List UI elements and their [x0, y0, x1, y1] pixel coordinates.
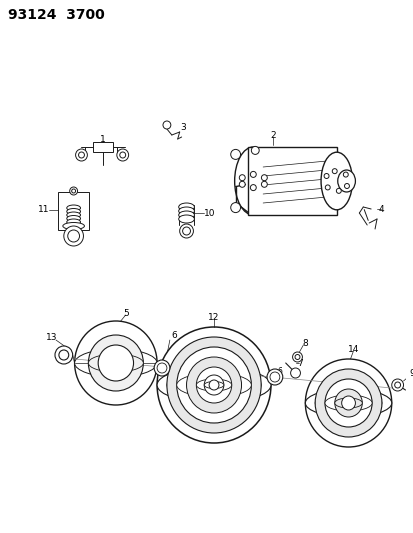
Circle shape [239, 175, 244, 181]
Text: 9: 9 [408, 368, 413, 377]
Text: 4: 4 [377, 205, 383, 214]
Text: 12: 12 [208, 312, 219, 321]
Circle shape [250, 184, 256, 191]
Circle shape [157, 363, 166, 373]
Circle shape [250, 172, 256, 177]
Ellipse shape [324, 395, 371, 411]
Circle shape [116, 149, 128, 161]
Ellipse shape [88, 354, 143, 372]
FancyBboxPatch shape [58, 192, 89, 230]
Circle shape [204, 375, 223, 395]
Text: 6: 6 [277, 367, 282, 376]
Text: 8: 8 [302, 338, 307, 348]
Circle shape [76, 149, 87, 161]
Ellipse shape [314, 392, 381, 414]
Ellipse shape [204, 382, 223, 389]
Ellipse shape [320, 152, 351, 210]
Ellipse shape [63, 222, 84, 230]
Ellipse shape [334, 398, 361, 408]
Circle shape [290, 368, 300, 378]
Ellipse shape [305, 389, 391, 417]
Text: 7: 7 [297, 359, 303, 367]
Text: 93124  3700: 93124 3700 [8, 8, 104, 22]
Circle shape [88, 335, 143, 391]
FancyBboxPatch shape [248, 147, 336, 215]
Circle shape [323, 174, 328, 179]
Circle shape [334, 389, 361, 417]
Circle shape [266, 369, 282, 385]
Text: 3: 3 [180, 123, 186, 132]
Ellipse shape [178, 207, 194, 215]
Circle shape [261, 181, 267, 187]
Ellipse shape [178, 211, 194, 219]
Circle shape [344, 183, 349, 189]
Ellipse shape [66, 212, 80, 218]
Circle shape [342, 172, 347, 177]
Circle shape [332, 168, 336, 174]
Circle shape [292, 352, 301, 362]
Circle shape [154, 360, 169, 376]
Ellipse shape [196, 379, 231, 391]
Circle shape [64, 226, 83, 246]
Circle shape [261, 175, 267, 181]
Circle shape [335, 188, 340, 193]
Circle shape [186, 357, 241, 413]
Ellipse shape [66, 219, 80, 225]
Circle shape [59, 350, 69, 360]
Text: 11: 11 [38, 206, 49, 214]
Circle shape [230, 149, 240, 159]
Text: 2: 2 [269, 131, 275, 140]
Circle shape [74, 321, 157, 405]
Circle shape [157, 327, 271, 443]
Ellipse shape [166, 370, 261, 400]
Ellipse shape [178, 203, 194, 211]
Circle shape [230, 203, 240, 213]
Circle shape [325, 185, 330, 190]
FancyBboxPatch shape [93, 142, 113, 152]
Circle shape [269, 372, 279, 382]
Circle shape [324, 379, 371, 427]
Circle shape [176, 347, 251, 423]
Circle shape [68, 230, 79, 242]
Circle shape [314, 369, 381, 437]
Circle shape [69, 187, 77, 195]
Circle shape [163, 121, 171, 129]
Ellipse shape [186, 376, 241, 394]
Circle shape [179, 224, 193, 238]
Circle shape [391, 379, 403, 391]
Text: 6: 6 [171, 332, 176, 341]
Ellipse shape [74, 349, 157, 377]
Circle shape [78, 152, 84, 158]
Text: 10: 10 [204, 208, 215, 217]
Circle shape [98, 345, 133, 381]
Circle shape [294, 354, 299, 359]
Circle shape [239, 181, 244, 187]
Ellipse shape [66, 208, 80, 214]
Ellipse shape [66, 205, 80, 211]
Ellipse shape [157, 367, 271, 403]
Text: 1: 1 [100, 135, 106, 144]
Text: 5: 5 [123, 309, 128, 318]
Circle shape [119, 152, 126, 158]
Ellipse shape [66, 215, 80, 222]
Circle shape [71, 189, 76, 193]
Circle shape [305, 359, 391, 447]
Circle shape [394, 382, 400, 388]
Circle shape [251, 147, 259, 155]
Ellipse shape [176, 373, 251, 397]
Circle shape [341, 396, 355, 410]
Circle shape [166, 337, 261, 433]
Circle shape [182, 227, 190, 235]
Ellipse shape [178, 215, 194, 223]
Text: 13: 13 [46, 333, 58, 342]
Ellipse shape [234, 147, 271, 215]
Circle shape [196, 367, 231, 403]
Ellipse shape [337, 170, 355, 192]
Text: 14: 14 [347, 344, 358, 353]
Circle shape [209, 380, 218, 390]
Circle shape [55, 346, 72, 364]
